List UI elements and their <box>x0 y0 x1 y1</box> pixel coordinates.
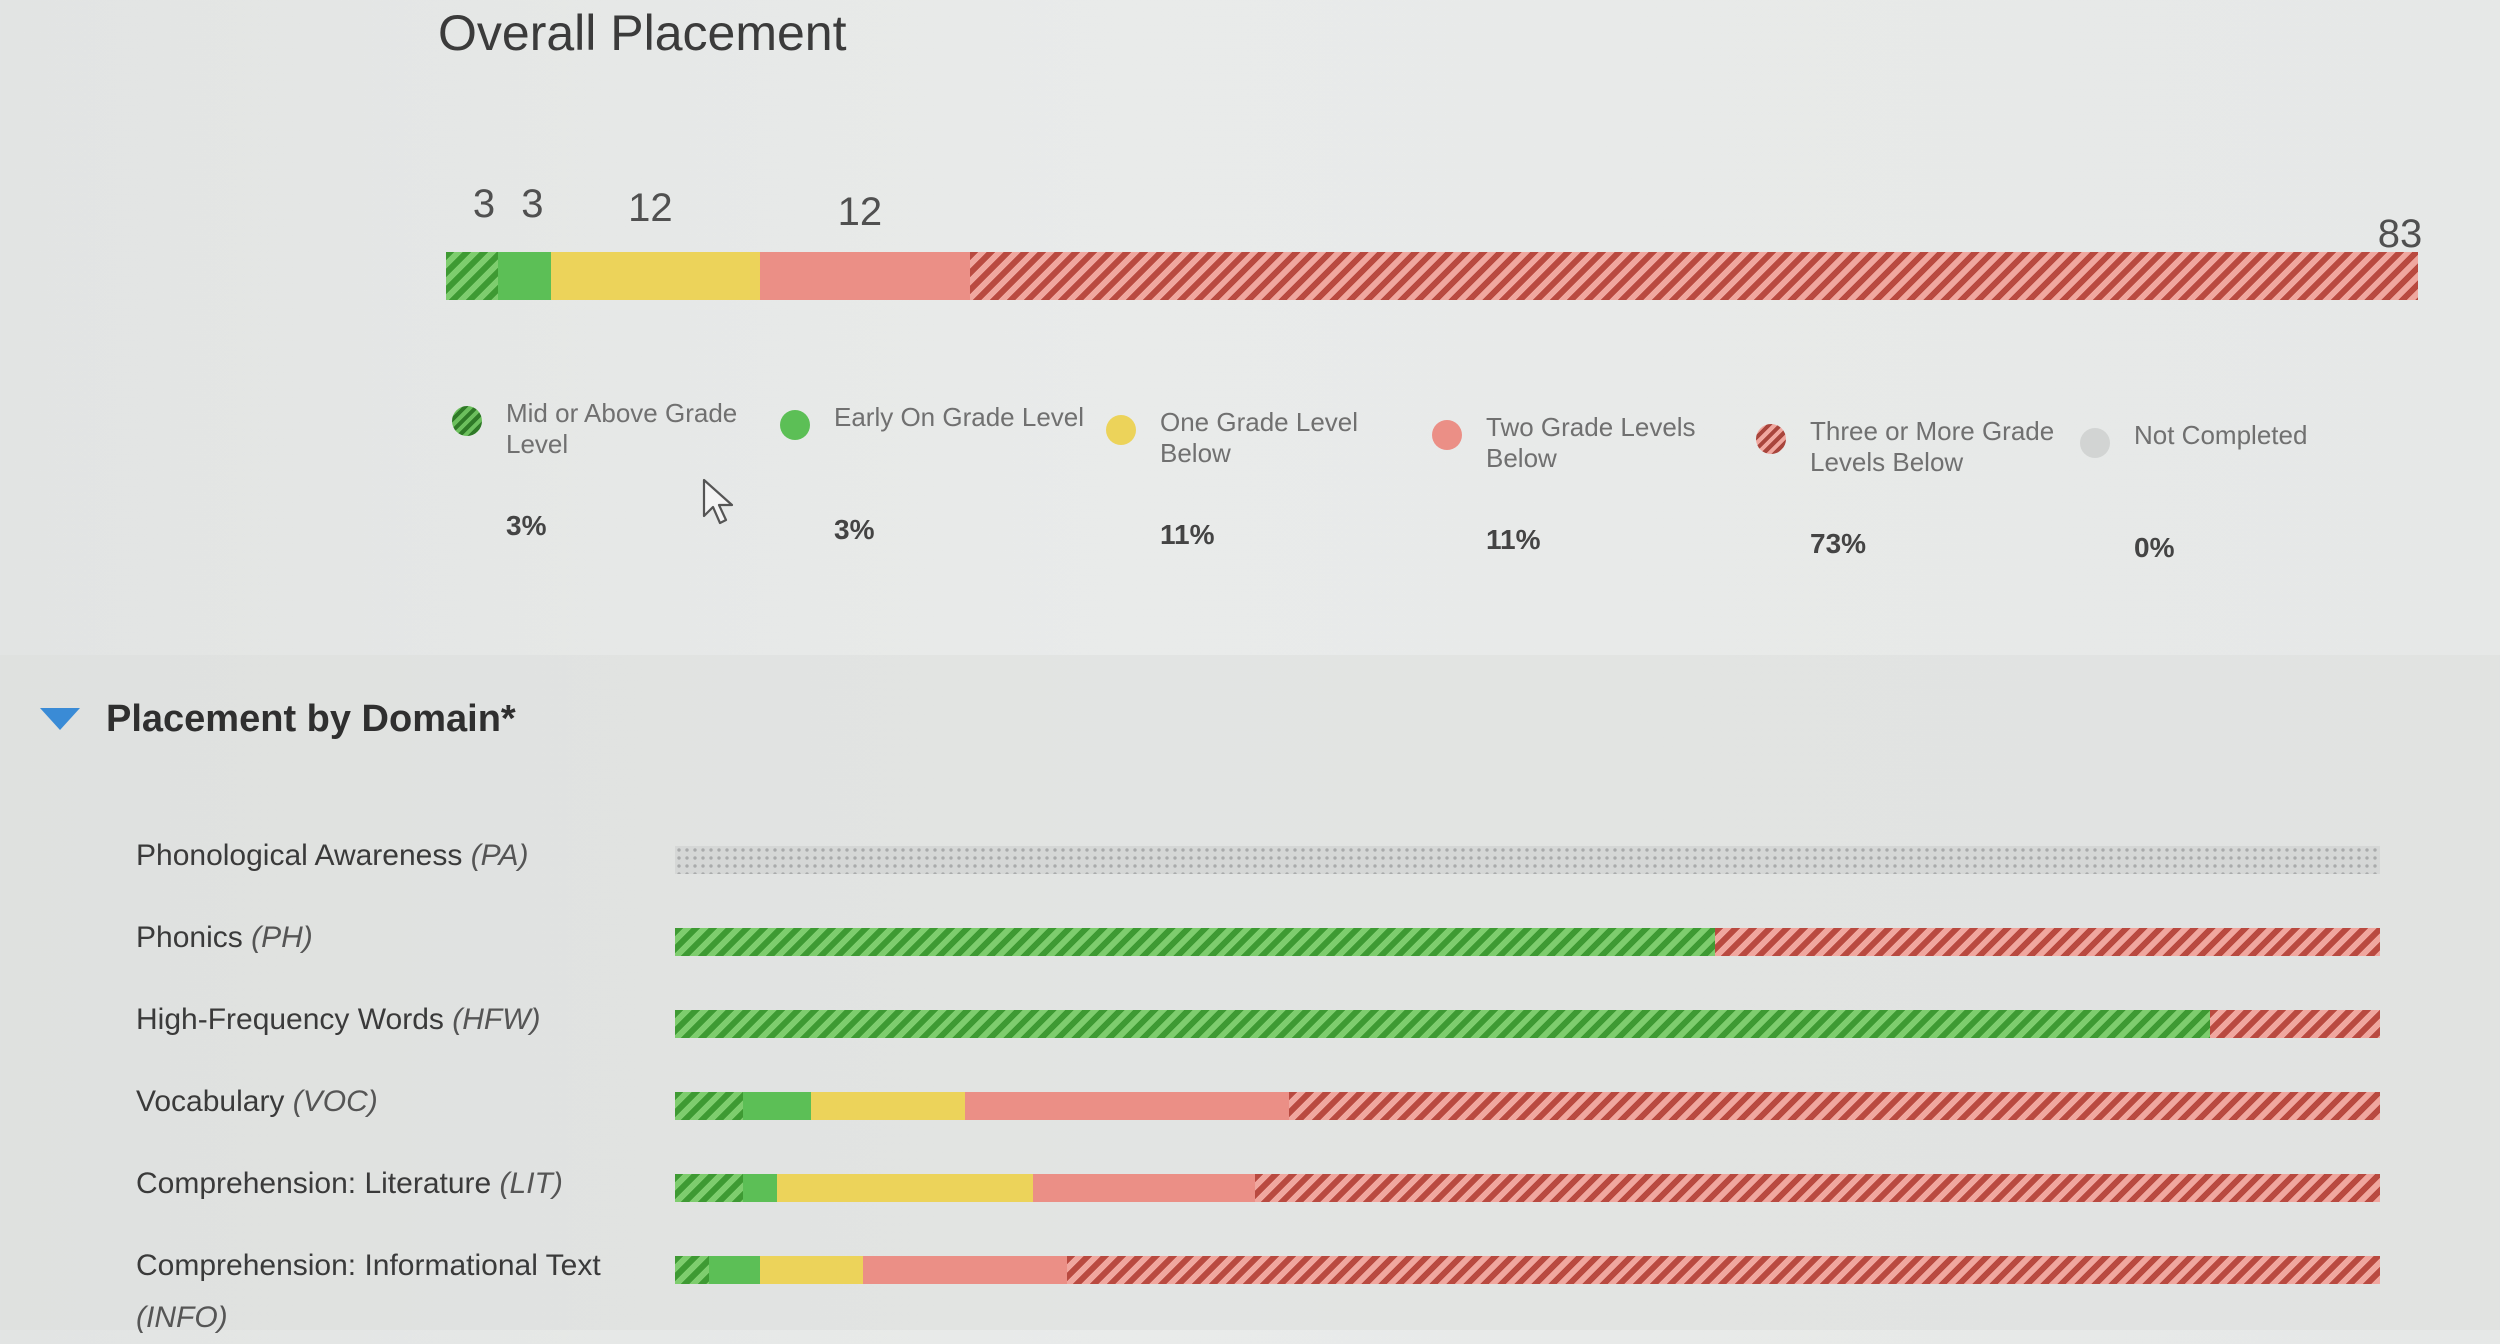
domain-bar <box>675 1010 2380 1038</box>
domain-bar-segment-mid <box>675 1174 744 1202</box>
gray-dot-icon <box>2080 428 2110 458</box>
domain-bar-segment-three <box>1254 1174 2380 1202</box>
mouse-cursor-icon <box>702 478 734 525</box>
domain-abbreviation: (INFO) <box>136 1301 228 1334</box>
domain-label: Comprehension: Literature (LIT) <box>136 1158 656 1210</box>
domain-bar <box>675 928 2380 956</box>
domain-name: High-Frequency Words <box>136 1003 444 1036</box>
legend-label: Three or More Grade Levels Below <box>1810 416 2055 477</box>
domain-bar <box>675 1174 2380 1202</box>
legend-label: Mid or Above Grade Level <box>506 398 738 459</box>
overall-bar-segment-mid <box>446 252 499 300</box>
overall-bar-segment-early <box>498 252 551 300</box>
domain-bar <box>675 846 2380 874</box>
domain-bar-segment-three <box>1067 1256 2380 1284</box>
domain-bar-segment-two <box>1033 1174 1255 1202</box>
domain-bar-segment-mid <box>675 1010 2210 1038</box>
green-dot-icon <box>780 410 810 440</box>
legend-percent: 3% <box>834 514 875 545</box>
domain-bar-segment-three <box>1288 1092 2380 1120</box>
domain-abbreviation: (LIT) <box>499 1167 563 1200</box>
count-label-mid: 3 <box>472 182 496 226</box>
domain-abbreviation: (HFW) <box>452 1003 541 1036</box>
domain-bar-segment-nc <box>675 846 2380 874</box>
red-dot-icon <box>1432 420 1462 450</box>
overall-bar-segment-three <box>969 252 2418 300</box>
domain-bar-segment-three <box>1715 928 2380 956</box>
domain-label: Vocabulary (VOC) <box>136 1076 656 1128</box>
domain-abbreviation: (PH) <box>251 921 313 954</box>
count-label-two: 12 <box>837 190 883 234</box>
count-label-early: 3 <box>521 182 544 226</box>
domain-name: Vocabulary <box>136 1085 285 1118</box>
count-label-one: 12 <box>628 186 673 230</box>
domain-name: Phonological Awareness <box>136 839 463 872</box>
domain-section-panel <box>0 655 2500 1330</box>
domain-label: Comprehension: Informational Text (INFO) <box>136 1240 656 1344</box>
placement-by-domain-title[interactable]: Placement by Domain* <box>106 698 516 740</box>
domain-bar-segment-two <box>862 1256 1068 1284</box>
legend-percent: 73% <box>1810 528 1867 559</box>
domain-bar-segment-mid <box>675 1092 744 1120</box>
legend-percent: 11% <box>1160 519 1215 550</box>
domain-name: Comprehension: Informational Text <box>136 1249 601 1282</box>
overall-bar-segment-two <box>760 252 970 300</box>
striped-red-dot-icon <box>1756 424 1786 454</box>
domain-bar-segment-one <box>811 1092 965 1120</box>
domain-bar-segment-early <box>709 1256 761 1284</box>
domain-label: Phonological Awareness (PA) <box>136 830 656 882</box>
domain-bar <box>675 1256 2380 1284</box>
overall-placement-title: Overall Placement <box>438 5 847 61</box>
legend-label: Not Completed <box>2134 420 2308 450</box>
triangle-down-icon[interactable] <box>40 708 80 730</box>
legend-percent: 3% <box>506 510 547 541</box>
domain-bar-segment-one <box>777 1174 1034 1202</box>
domain-bar-segment-early <box>743 1092 812 1120</box>
domain-abbreviation: (VOC) <box>292 1085 378 1118</box>
domain-bar-segment-early <box>743 1174 778 1202</box>
legend-percent: 11% <box>1486 524 1541 555</box>
legend-label: One Grade Level Below <box>1160 407 1359 468</box>
striped-green-dot-icon <box>452 406 482 436</box>
overall-placement-bar <box>446 252 2418 300</box>
domain-bar-segment-mid <box>675 928 1716 956</box>
legend-label: Two Grade Levels Below <box>1486 412 1696 473</box>
domain-name: Comprehension: Literature <box>136 1167 492 1200</box>
domain-bar-segment-one <box>760 1256 863 1284</box>
domain-label: Phonics (PH) <box>136 912 656 964</box>
count-label-three: 83 <box>2377 212 2423 256</box>
legend-label: Early On Grade Level <box>834 402 1085 432</box>
domain-bar-segment-three <box>2209 1010 2380 1038</box>
overall-bar-segment-one <box>550 252 761 300</box>
domain-abbreviation: (PA) <box>470 839 529 872</box>
domain-name: Phonics <box>136 921 243 954</box>
domain-bar-segment-two <box>964 1092 1289 1120</box>
yellow-dot-icon <box>1106 415 1136 445</box>
domain-bar-segment-mid <box>675 1256 710 1284</box>
legend-percent: 0% <box>2134 532 2175 563</box>
domain-label: High-Frequency Words (HFW) <box>136 994 656 1046</box>
domain-bar <box>675 1092 2380 1120</box>
